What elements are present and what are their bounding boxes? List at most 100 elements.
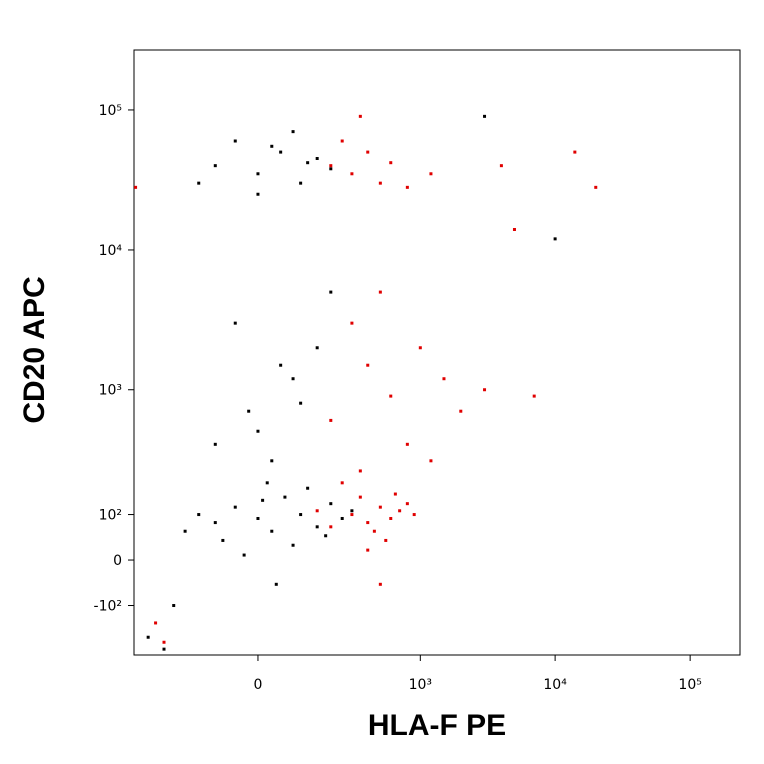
data-point bbox=[340, 516, 344, 520]
data-point bbox=[389, 516, 393, 520]
x-tick-label: 10⁴ bbox=[543, 677, 567, 693]
data-point bbox=[324, 534, 328, 538]
y-tick-label: 10⁵ bbox=[99, 103, 122, 119]
data-point bbox=[389, 161, 393, 165]
data-point bbox=[512, 227, 516, 231]
data-point bbox=[350, 321, 354, 325]
data-point bbox=[291, 130, 295, 134]
data-point bbox=[306, 486, 310, 490]
data-point bbox=[358, 469, 362, 473]
data-point bbox=[459, 409, 463, 413]
y-tick-label: 10⁴ bbox=[99, 243, 123, 259]
data-point bbox=[247, 409, 251, 413]
data-point bbox=[256, 429, 260, 433]
data-point bbox=[162, 647, 166, 651]
data-point bbox=[340, 139, 344, 143]
data-point bbox=[398, 509, 402, 513]
data-point bbox=[429, 459, 433, 463]
y-tick-label: -10² bbox=[94, 599, 122, 615]
x-tick-label: 0 bbox=[253, 677, 262, 693]
data-point bbox=[366, 521, 370, 525]
data-point bbox=[366, 548, 370, 552]
data-point bbox=[378, 290, 382, 294]
data-point bbox=[378, 582, 382, 586]
data-point bbox=[350, 509, 354, 513]
data-point bbox=[233, 321, 237, 325]
data-point bbox=[442, 377, 446, 381]
data-point bbox=[329, 418, 333, 422]
data-point bbox=[197, 513, 201, 517]
data-point bbox=[389, 394, 393, 398]
data-point bbox=[405, 502, 409, 506]
data-point bbox=[315, 509, 319, 513]
data-point bbox=[283, 495, 287, 499]
data-point bbox=[256, 516, 260, 520]
data-point bbox=[340, 481, 344, 485]
data-point bbox=[372, 529, 376, 533]
data-point bbox=[213, 164, 217, 168]
data-point bbox=[279, 363, 283, 367]
data-point bbox=[393, 492, 397, 496]
data-point bbox=[315, 525, 319, 529]
data-point bbox=[315, 156, 319, 160]
data-point bbox=[256, 192, 260, 196]
x-axis-label: HLA-F PE bbox=[368, 709, 506, 742]
data-point bbox=[378, 181, 382, 185]
data-point bbox=[358, 495, 362, 499]
data-point bbox=[573, 150, 577, 154]
data-point bbox=[358, 114, 362, 118]
data-point bbox=[483, 388, 487, 392]
data-point bbox=[197, 181, 201, 185]
data-point bbox=[366, 363, 370, 367]
data-point bbox=[429, 172, 433, 176]
data-point bbox=[378, 505, 382, 509]
data-point bbox=[233, 505, 237, 509]
data-point bbox=[366, 150, 370, 154]
data-point bbox=[213, 442, 217, 446]
x-tick-label: 10³ bbox=[409, 677, 432, 693]
data-point bbox=[405, 185, 409, 189]
data-point bbox=[350, 172, 354, 176]
data-point bbox=[329, 164, 333, 168]
data-point bbox=[405, 442, 409, 446]
data-point bbox=[418, 346, 422, 350]
data-point bbox=[315, 346, 319, 350]
data-point bbox=[329, 525, 333, 529]
data-point bbox=[270, 459, 274, 463]
data-point bbox=[274, 582, 278, 586]
data-point bbox=[329, 167, 333, 171]
data-point bbox=[221, 538, 225, 542]
data-point bbox=[146, 635, 150, 639]
data-point bbox=[213, 521, 217, 525]
data-point bbox=[134, 185, 138, 189]
data-point bbox=[270, 144, 274, 148]
y-tick-label: 10³ bbox=[99, 383, 122, 399]
data-point bbox=[154, 621, 158, 625]
data-point bbox=[261, 498, 265, 502]
y-tick-label: 0 bbox=[113, 553, 122, 569]
data-point bbox=[350, 513, 354, 517]
data-point bbox=[256, 172, 260, 176]
plot-frame bbox=[133, 49, 741, 656]
data-point bbox=[291, 377, 295, 381]
data-point bbox=[233, 139, 237, 143]
y-axis-label: CD20 APC bbox=[18, 276, 51, 423]
x-tick-label: 10⁵ bbox=[678, 677, 701, 693]
data-point bbox=[172, 604, 176, 608]
data-point bbox=[483, 114, 487, 118]
data-point bbox=[553, 237, 557, 241]
data-point bbox=[270, 529, 274, 533]
data-point bbox=[594, 185, 598, 189]
data-point bbox=[306, 161, 310, 165]
data-point bbox=[279, 150, 283, 154]
data-point bbox=[384, 538, 388, 542]
data-point bbox=[299, 181, 303, 185]
data-point bbox=[412, 513, 416, 517]
y-tick-label: 10² bbox=[99, 508, 122, 524]
data-point bbox=[291, 543, 295, 547]
data-point bbox=[299, 401, 303, 405]
data-point bbox=[265, 481, 269, 485]
data-point bbox=[162, 640, 166, 644]
data-point bbox=[299, 513, 303, 517]
